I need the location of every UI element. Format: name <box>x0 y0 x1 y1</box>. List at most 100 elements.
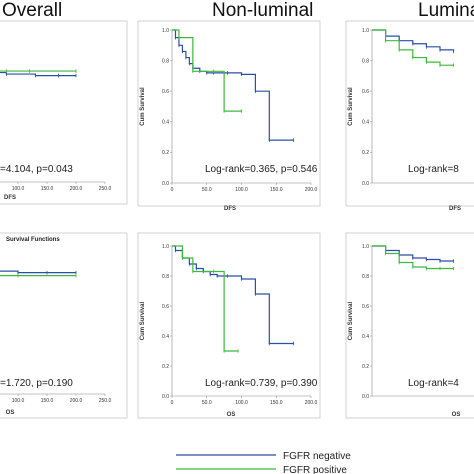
x-tick-label: 150.0 <box>270 400 283 406</box>
y-tick-label: 0.4 <box>162 334 169 340</box>
x-tick-label: 50.0 <box>202 400 212 406</box>
y-tick-label: 0.0 <box>162 394 169 400</box>
curve-group <box>372 245 455 271</box>
km-curve-fgfr-positive <box>372 245 454 270</box>
y-tick-label: 1.0 <box>362 28 369 34</box>
plot-overall-os: 100.0 150.0 200.0 250.0 OS =1.720, p=0.190 <box>0 270 112 416</box>
x-axis-label: DFS <box>449 206 461 212</box>
panel-nonluminal-dfs <box>137 20 321 207</box>
y-axis-label: Cum Survival <box>140 302 146 341</box>
panel-overall-dfs <box>0 20 128 205</box>
curve-group <box>172 29 295 142</box>
y-tick-label: 0.0 <box>362 181 369 187</box>
x-axis-label: OS <box>6 410 15 416</box>
legend-label-negative: FGFR negative <box>283 451 351 462</box>
y-axis-label: Cum Survival <box>140 87 146 126</box>
km-curve-fgfr-negative <box>0 270 76 274</box>
km-curve-fgfr-negative <box>0 71 76 77</box>
y-tick-label: 0.6 <box>162 89 169 95</box>
km-curve-fgfr-positive <box>172 245 239 352</box>
y-tick-label: 0.8 <box>362 274 369 280</box>
y-tick-label: 0.0 <box>162 181 169 187</box>
x-tick-label: 250.0 <box>99 398 112 404</box>
y-tick-label: 0.8 <box>362 58 369 64</box>
logrank-stat: =4.104, p=0.043 <box>0 164 73 175</box>
plot-nonluminal-dfs: 0.0 0.2 0.4 0.6 0.8 1.0 0 50.0 100.0 150.0 200.0 DF… <box>140 28 318 212</box>
plot-nonluminal-os: 0.0 0.2 0.4 0.6 0.8 1.0 0 50.0 100.0 150.0 200.0 OS… <box>140 244 318 418</box>
panel-luminal-os <box>345 232 474 419</box>
x-axis-label: OS <box>452 412 461 418</box>
km-curve-fgfr-negative <box>172 245 294 345</box>
y-tick-label: 0.2 <box>162 150 169 156</box>
x-tick-label: 0 <box>171 187 174 193</box>
plot-luminal-dfs: 0.0 0.2 0.4 0.6 0.8 1.0 DFS Cum Survival Log-ran… <box>348 28 474 212</box>
logrank-stat: Log-rank=8 <box>408 164 459 175</box>
x-axis-label: OS <box>227 412 236 418</box>
curve-group <box>0 270 77 278</box>
legend-label-positive: FGFR positive <box>283 465 347 474</box>
panel-nonluminal-os <box>137 232 321 419</box>
x-tick-label: 200.0 <box>305 400 318 406</box>
y-tick-label: 0.8 <box>162 274 169 280</box>
column-title-luminal: Lumina <box>418 0 474 21</box>
x-tick-label: 150.0 <box>270 187 283 193</box>
x-tick-label: 250.0 <box>99 186 112 192</box>
y-tick-label: 0.0 <box>362 394 369 400</box>
panel-luminal-dfs <box>345 20 474 207</box>
y-tick-label: 1.0 <box>162 28 169 34</box>
panel-frame <box>345 232 474 419</box>
y-tick-label: 0.2 <box>362 364 369 370</box>
y-axis-label: Cum Survival <box>348 87 354 126</box>
x-axis-label: DFS <box>4 195 16 201</box>
panel-frame <box>0 20 128 205</box>
y-tick-label: 0.6 <box>162 304 169 310</box>
column-title-nonluminal: Non-luminal <box>212 0 313 21</box>
x-tick-label: 200.0 <box>70 186 83 192</box>
panel-frame <box>137 20 321 207</box>
x-tick-label: 150.0 <box>41 398 54 404</box>
curve-group <box>372 29 455 67</box>
plots-layer: 100.0 150.0 200.0 250.0 DFS =4.104, p=0.043 0.… <box>0 28 474 418</box>
y-tick-label: 0.2 <box>162 364 169 370</box>
km-curve-fgfr-positive <box>372 29 454 66</box>
legend: FGFR negative FGFR positive <box>176 451 351 474</box>
y-tick-label: 0.6 <box>362 89 369 95</box>
panel-overall-os: Survival Functions <box>0 232 128 419</box>
y-tick-label: 1.0 <box>362 244 369 250</box>
curve-group <box>172 245 295 353</box>
logrank-stat: Log-rank=4 <box>408 378 459 389</box>
column-title-overall: Overall <box>2 0 62 21</box>
x-tick-label: 200.0 <box>70 398 83 404</box>
y-tick-label: 0.6 <box>362 304 369 310</box>
y-tick-label: 0.8 <box>162 58 169 64</box>
km-curve-fgfr-positive <box>172 29 242 112</box>
plot-luminal-os: 0.0 0.2 0.4 0.6 0.8 1.0 OS Cum Survival Log-rank… <box>348 244 474 418</box>
y-tick-label: 0.4 <box>362 120 369 126</box>
panel-frame <box>137 232 321 419</box>
logrank-stat: Log-rank=0.365, p=0.546 <box>205 164 318 175</box>
y-tick-label: 1.0 <box>162 244 169 250</box>
x-tick-label: 0 <box>171 400 174 406</box>
x-axis-label: DFS <box>224 206 236 212</box>
x-tick-label: 150.0 <box>41 186 54 192</box>
x-tick-label: 50.0 <box>202 187 212 193</box>
x-tick-label: 200.0 <box>305 187 318 193</box>
y-axis-label: Cum Survival <box>348 302 354 341</box>
curve-group <box>0 69 77 78</box>
km-curve-fgfr-negative <box>172 29 294 141</box>
logrank-stat: =1.720, p=0.190 <box>0 378 73 389</box>
x-tick-label: 100.0 <box>12 186 25 192</box>
y-tick-label: 0.4 <box>162 120 169 126</box>
panel-title: Survival Functions <box>6 237 60 243</box>
panel-frame <box>0 232 128 419</box>
logrank-stat: Log-rank=0.739, p=0.390 <box>205 378 318 389</box>
x-tick-label: 100.0 <box>235 400 248 406</box>
km-curve-fgfr-negative <box>372 29 455 52</box>
plot-overall-dfs: 100.0 150.0 200.0 250.0 DFS =4.104, p=0.043 <box>0 69 112 201</box>
x-tick-label: 100.0 <box>235 187 248 193</box>
x-tick-label: 100.0 <box>12 398 25 404</box>
panel-frame <box>345 20 474 207</box>
y-tick-label: 0.4 <box>362 334 369 340</box>
y-tick-label: 0.2 <box>362 150 369 156</box>
